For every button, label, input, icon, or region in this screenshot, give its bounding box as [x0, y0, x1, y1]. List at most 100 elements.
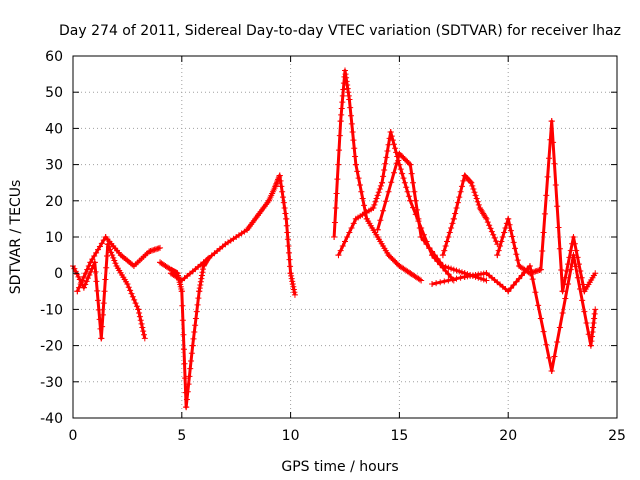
data-point: [198, 272, 205, 279]
data-point: [344, 234, 351, 240]
data-point: [273, 180, 280, 187]
data-point: [437, 259, 444, 266]
data-point: [129, 293, 136, 300]
data-point: [131, 296, 138, 303]
data-point: [177, 276, 184, 283]
data-point: [448, 224, 455, 231]
data-point: [286, 256, 293, 263]
data-point: [575, 261, 582, 268]
data-point: [103, 264, 110, 271]
data-point: [556, 324, 563, 331]
data-point: [532, 289, 539, 296]
data-point: [382, 198, 389, 205]
data-point: [514, 257, 521, 264]
data-point: [178, 288, 185, 295]
data-point: [458, 183, 465, 190]
x-tick-label: 0: [69, 428, 78, 444]
data-point: [344, 85, 351, 92]
y-tick-label: -40: [40, 411, 63, 427]
data-point: [386, 253, 393, 260]
data-point: [397, 166, 404, 173]
data-point: [408, 170, 415, 177]
data-point: [543, 192, 550, 199]
data-point: [591, 310, 598, 317]
data-point: [437, 279, 444, 286]
data-point: [179, 317, 186, 324]
data-point: [521, 269, 528, 276]
data-point: [385, 252, 392, 259]
data-point: [96, 243, 103, 250]
data-point: [571, 240, 578, 247]
data-point: [393, 149, 400, 156]
data-point: [74, 288, 81, 295]
data-point: [388, 179, 395, 186]
data-point: [331, 219, 338, 226]
data-point: [381, 167, 388, 174]
data-point: [180, 346, 187, 353]
data-point: [453, 267, 460, 274]
data-point: [546, 354, 552, 361]
x-tick-label: 15: [390, 428, 408, 444]
data-point: [335, 252, 342, 259]
data-point: [274, 179, 280, 186]
data-point: [288, 275, 295, 282]
data-point: [495, 247, 502, 254]
data-point: [343, 78, 350, 85]
data-point: [562, 295, 569, 302]
data-point: [429, 248, 436, 255]
data-point: [501, 229, 508, 236]
data-point: [460, 177, 467, 184]
data-point: [461, 172, 468, 179]
data-point: [454, 199, 461, 206]
data-point: [449, 220, 456, 227]
data-point: [442, 263, 449, 270]
data-point: [445, 264, 452, 271]
data-point: [540, 328, 547, 335]
data-point: [461, 273, 468, 280]
data-point: [486, 222, 493, 229]
y-tick-label: 40: [45, 121, 63, 137]
data-point: [79, 277, 86, 284]
data-point: [339, 99, 346, 106]
data-point: [510, 239, 517, 246]
y-tick-label: 30: [45, 158, 63, 174]
data-point: [393, 260, 400, 267]
data-point: [279, 194, 286, 201]
data-point: [547, 136, 554, 143]
data-point: [414, 206, 421, 213]
data-point: [185, 381, 192, 388]
data-point: [572, 263, 579, 270]
data-point: [113, 262, 120, 269]
data-point: [284, 236, 291, 243]
data-point: [434, 255, 441, 262]
data-point: [102, 276, 109, 283]
data-point: [448, 265, 455, 272]
data-point: [396, 150, 403, 157]
data-point: [405, 160, 412, 167]
data-point: [342, 71, 349, 78]
data-point: [280, 199, 287, 206]
data-point: [565, 281, 572, 288]
data-point: [346, 96, 353, 103]
data-point: [385, 188, 392, 195]
data-point: [468, 179, 475, 186]
data-point: [371, 201, 378, 208]
data-point: [265, 197, 272, 204]
data-point: [291, 289, 298, 296]
data-point: [392, 145, 399, 152]
data-point: [287, 270, 294, 277]
data-point: [287, 263, 294, 270]
data-point: [563, 267, 570, 274]
data-point: [505, 215, 512, 222]
data-point: [592, 306, 599, 313]
data-point: [193, 308, 200, 315]
data-point: [98, 335, 105, 342]
data-point: [279, 188, 286, 195]
data-point: [403, 157, 410, 164]
data-point: [457, 188, 464, 195]
data-point: [378, 179, 385, 186]
data-point: [290, 286, 297, 293]
data-point: [589, 329, 596, 336]
data-point: [283, 215, 290, 222]
data-point: [277, 177, 284, 184]
